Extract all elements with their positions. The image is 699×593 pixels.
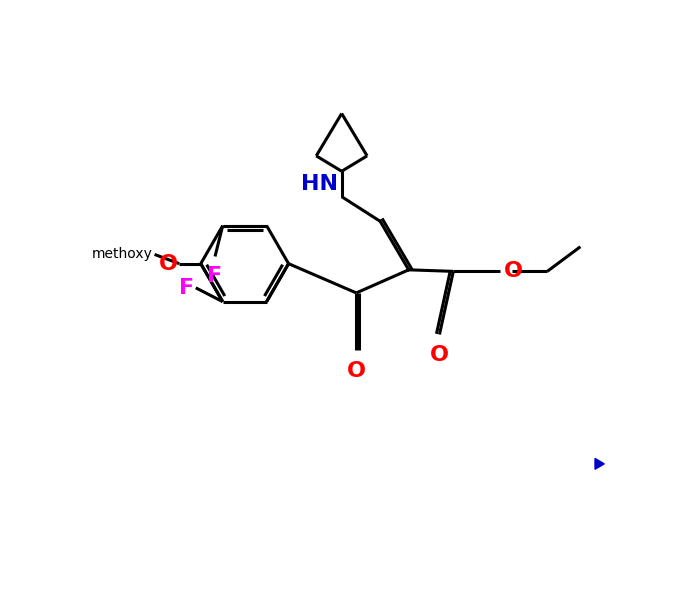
Text: methoxy: methoxy xyxy=(92,247,153,262)
Text: O: O xyxy=(159,254,178,273)
Polygon shape xyxy=(595,458,604,469)
Text: O: O xyxy=(347,361,366,381)
Text: O: O xyxy=(430,345,449,365)
Text: F: F xyxy=(208,266,222,286)
Text: O: O xyxy=(504,262,523,281)
Text: F: F xyxy=(179,278,194,298)
Text: HN: HN xyxy=(301,174,338,195)
